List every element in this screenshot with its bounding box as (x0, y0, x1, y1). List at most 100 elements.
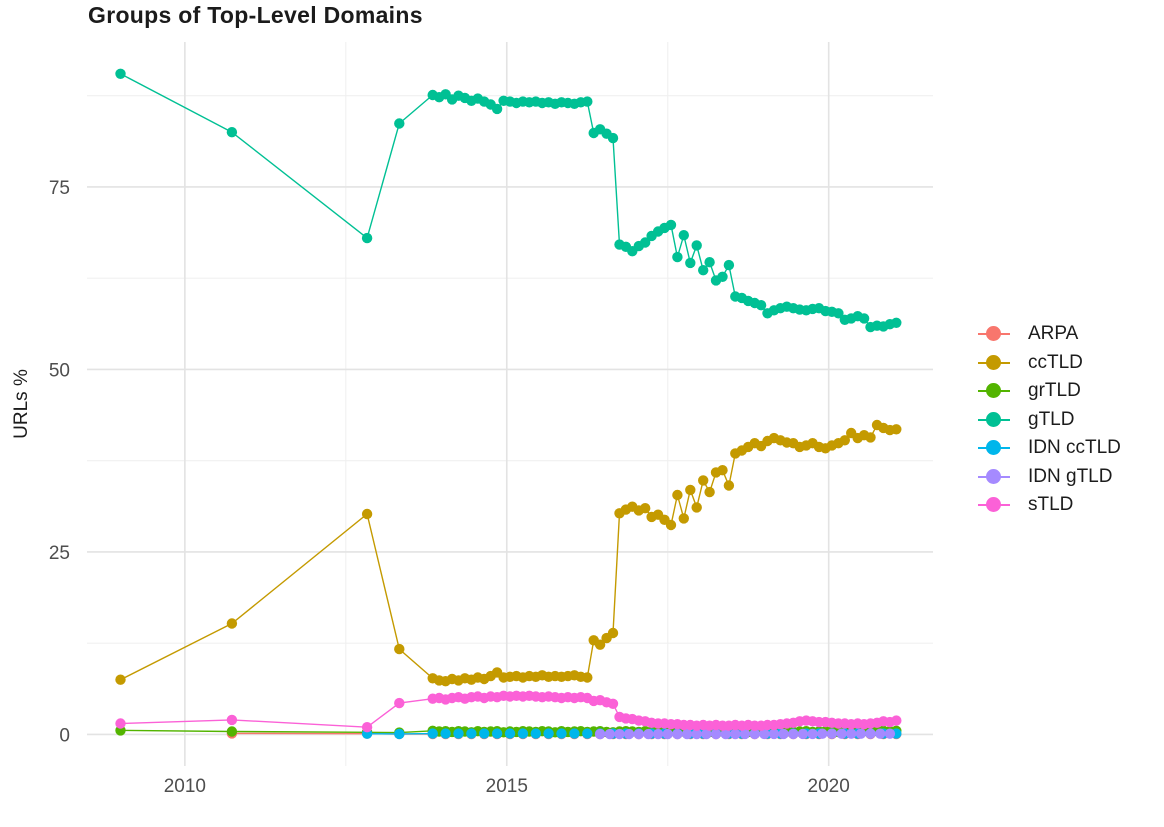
data-point-cctld (115, 674, 126, 685)
data-point-idn-cctld (530, 728, 541, 739)
data-point-idn-cctld (466, 728, 477, 739)
data-point-gtld (226, 127, 238, 138)
data-point-cctld (865, 432, 876, 443)
data-point-gtld (891, 317, 902, 328)
data-point-gtld (685, 257, 696, 269)
data-point-idn-gtld (826, 728, 838, 739)
data-point-idn-gtld (759, 728, 770, 740)
legend-label: grTLD (1028, 380, 1081, 402)
data-point-cctld (839, 435, 850, 446)
data-point-idn-gtld (817, 728, 828, 739)
legend-key-dot (986, 354, 1001, 370)
data-point-idn-gtld (739, 728, 751, 740)
data-point-stld (361, 722, 373, 733)
legend-label: sTLD (1028, 494, 1074, 516)
data-point-idn-gtld (865, 728, 876, 739)
legend-item-grtld: grTLD (978, 377, 1121, 406)
legend-key-icon (978, 468, 1010, 485)
data-point-gtld (755, 300, 767, 311)
data-point-idn-cctld (543, 728, 554, 739)
x-tick-label: 2020 (808, 776, 850, 797)
data-point-idn-gtld (788, 728, 799, 740)
data-point-gtld (723, 259, 735, 271)
legend-key-dot (986, 468, 1001, 484)
data-point-idn-gtld (691, 728, 702, 740)
data-point-idn-gtld (614, 728, 625, 740)
data-point-idn-gtld (730, 728, 741, 740)
legend-label: ccTLD (1028, 351, 1083, 373)
data-point-idn-gtld (797, 728, 809, 740)
legend-key-dot (986, 383, 1001, 399)
data-point-idn-gtld (884, 728, 896, 739)
data-point-idn-cctld (556, 728, 567, 739)
legend-key-icon (978, 440, 1010, 456)
legend: ARPA ccTLD grTLD gTLD IDN ccTLD IDN gTLD sTLD (978, 320, 1121, 520)
data-point-stld (226, 714, 238, 726)
data-point-idn-gtld (846, 728, 857, 739)
data-point-idn-cctld (479, 728, 490, 739)
legend-key-dot (986, 326, 1001, 342)
x-tick-label: 2015 (486, 776, 528, 797)
data-point-gtld (607, 132, 619, 144)
data-point-cctld (704, 486, 715, 498)
data-point-cctld (891, 424, 902, 435)
y-tick-label: 50 (49, 360, 70, 381)
data-point-cctld (394, 643, 405, 655)
series-line-gtld (120, 73, 897, 328)
legend-key-dot (986, 411, 1001, 427)
data-point-idn-gtld (643, 728, 654, 740)
data-point-cctld (698, 475, 709, 486)
chart-title: Groups of Top-Level Domains (88, 2, 423, 28)
data-point-gtld (394, 118, 405, 129)
data-point-idn-gtld (768, 728, 780, 740)
data-point-cctld (665, 519, 677, 531)
legend-key-icon (978, 411, 1010, 428)
data-point-gtld (582, 96, 593, 107)
data-point-gtld (115, 68, 126, 80)
legend-label: ARPA (1028, 323, 1079, 345)
data-point-idn-gtld (807, 728, 818, 740)
data-point-gtld (361, 232, 373, 244)
data-point-gtld (678, 230, 689, 241)
data-point-cctld (678, 513, 689, 524)
y-tick-label: 0 (59, 725, 70, 746)
data-point-cctld (582, 672, 593, 683)
data-point-cctld (361, 508, 373, 520)
legend-item-stld: sTLD (978, 491, 1121, 520)
data-point-idn-cctld (569, 728, 580, 739)
data-point-idn-gtld (652, 728, 664, 740)
data-point-stld (394, 697, 405, 709)
data-point-idn-gtld (594, 728, 606, 740)
data-point-idn-gtld (623, 728, 635, 740)
data-point-cctld (672, 489, 683, 501)
data-point-gtld (698, 265, 709, 276)
legend-item-idn-cctld: IDN ccTLD (978, 434, 1121, 463)
data-point-gtld (717, 271, 728, 282)
data-point-idn-gtld (875, 728, 886, 739)
legend-label: IDN gTLD (1028, 465, 1113, 487)
y-tick-label: 25 (49, 543, 70, 564)
data-point-grtld (226, 726, 238, 737)
legend-key-icon (978, 497, 1010, 513)
data-point-cctld (594, 639, 606, 650)
data-point-idn-gtld (633, 728, 644, 740)
data-point-stld (115, 718, 126, 729)
data-point-stld (607, 698, 619, 709)
data-point-idn-gtld (604, 728, 615, 740)
legend-key-dot (986, 440, 1001, 456)
data-point-idn-cctld (394, 728, 405, 740)
data-point-idn-cctld (582, 728, 593, 739)
data-point-idn-gtld (836, 728, 847, 739)
x-tick-label: 2010 (164, 776, 206, 797)
data-point-gtld (665, 219, 677, 231)
legend-key-icon (978, 326, 1010, 342)
data-point-cctld (640, 503, 651, 514)
legend-item-idn-gtld: IDN gTLD (978, 463, 1121, 492)
legend-key-dot (986, 497, 1001, 513)
y-tick-label: 75 (49, 178, 70, 199)
data-point-gtld (640, 237, 651, 248)
legend-label: IDN ccTLD (1028, 437, 1121, 459)
data-point-idn-gtld (749, 728, 760, 740)
